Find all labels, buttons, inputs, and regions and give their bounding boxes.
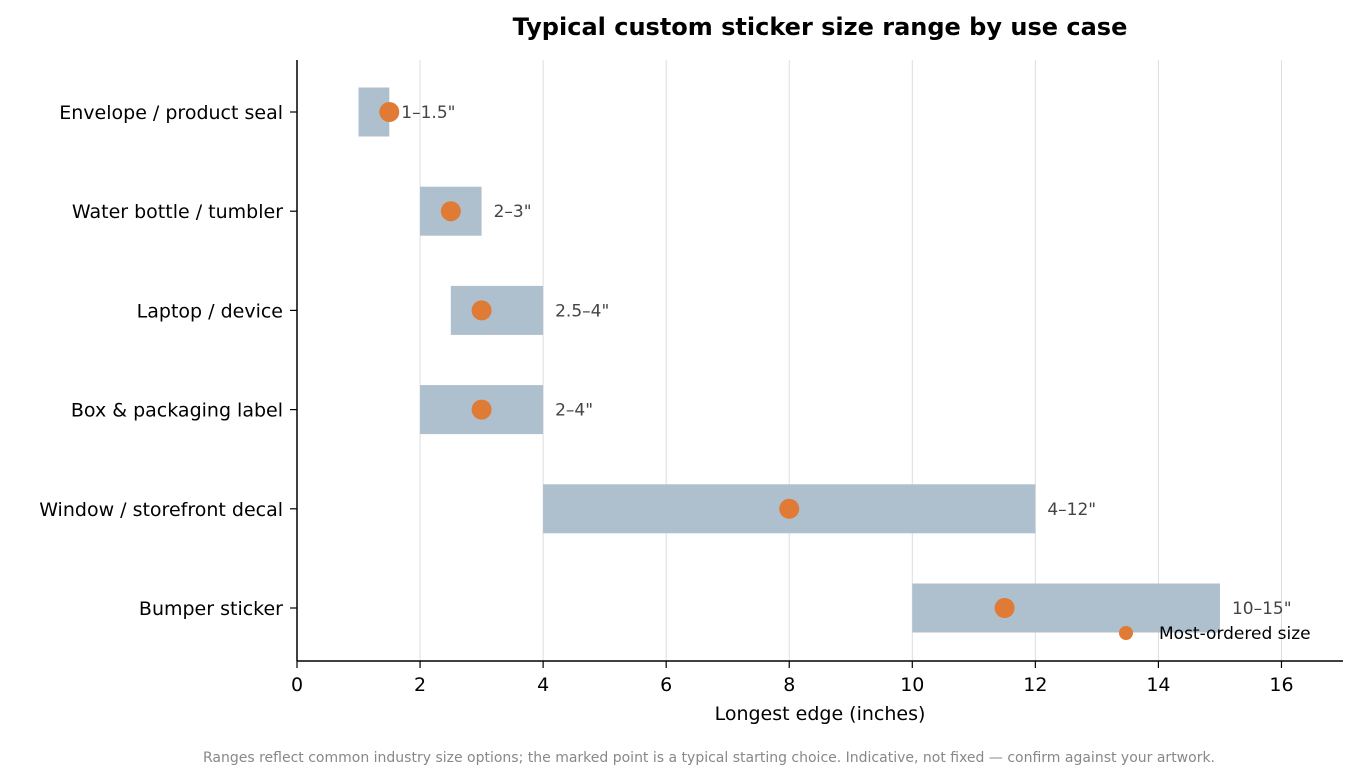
data-labels: 1–1.5" 2–3" 2.5–4" 2–4" 4–12" 10–15" <box>401 103 1291 619</box>
category-label: Water bottle / tumbler <box>72 201 283 223</box>
category-label: Box & packaging label <box>71 400 283 422</box>
most-ordered-point <box>471 300 492 321</box>
grid-lines <box>419 60 1282 661</box>
range-label: 10–15" <box>1232 599 1292 619</box>
x-tick-label: 0 <box>291 674 303 696</box>
axes: Envelope / product seal Water bottle / tu… <box>39 60 1343 696</box>
x-tick-label: 16 <box>1269 674 1293 696</box>
most-ordered-point <box>379 102 400 122</box>
x-tick-label: 12 <box>1023 674 1047 696</box>
legend-label: Most-ordered size <box>1159 624 1311 644</box>
range-label: 1–1.5" <box>401 103 455 123</box>
x-tick-label: 8 <box>783 674 795 696</box>
x-tick-label: 4 <box>537 674 549 696</box>
x-tick-label: 10 <box>900 674 924 696</box>
category-label: Window / storefront decal <box>39 499 283 521</box>
range-label: 2.5–4" <box>555 301 609 321</box>
range-bar <box>450 285 544 335</box>
x-tick-label: 14 <box>1146 674 1170 696</box>
most-ordered-point <box>779 498 800 519</box>
range-label: 4–12" <box>1047 500 1096 520</box>
range-label: 2–3" <box>494 202 532 222</box>
chart-title: Typical custom sticker size range by use… <box>513 13 1128 41</box>
category-label: Bumper sticker <box>139 598 283 620</box>
x-tick-label: 6 <box>660 674 672 696</box>
range-bar <box>912 583 1220 633</box>
category-label: Laptop / device <box>137 300 283 322</box>
x-axis-label: Longest edge (inches) <box>715 703 926 725</box>
legend: Most-ordered size <box>1119 624 1311 644</box>
legend-marker <box>1119 626 1133 640</box>
most-ordered-point <box>471 399 492 420</box>
most-ordered-point <box>994 598 1015 618</box>
x-tick-label: 2 <box>414 674 426 696</box>
footnote: Ranges reflect common industry size opti… <box>203 750 1215 766</box>
most-ordered-point <box>440 201 461 222</box>
category-label: Envelope / product seal <box>59 102 283 124</box>
range-label: 2–4" <box>555 401 593 421</box>
most-ordered-markers <box>379 102 1015 618</box>
